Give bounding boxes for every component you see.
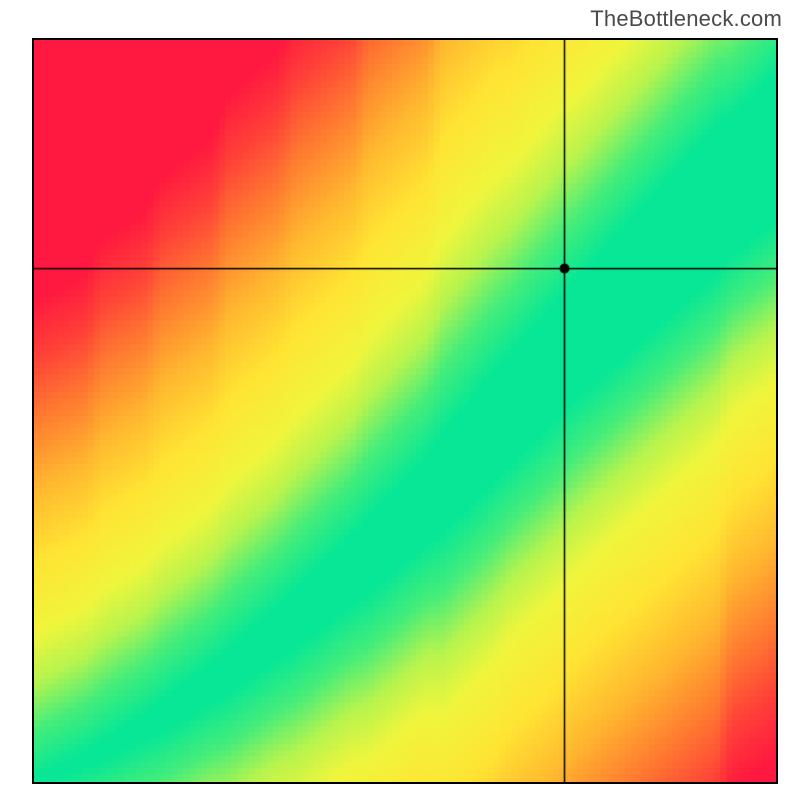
heatmap-plot bbox=[32, 38, 778, 784]
watermark-text: TheBottleneck.com bbox=[590, 6, 782, 32]
heatmap-canvas bbox=[34, 40, 776, 782]
